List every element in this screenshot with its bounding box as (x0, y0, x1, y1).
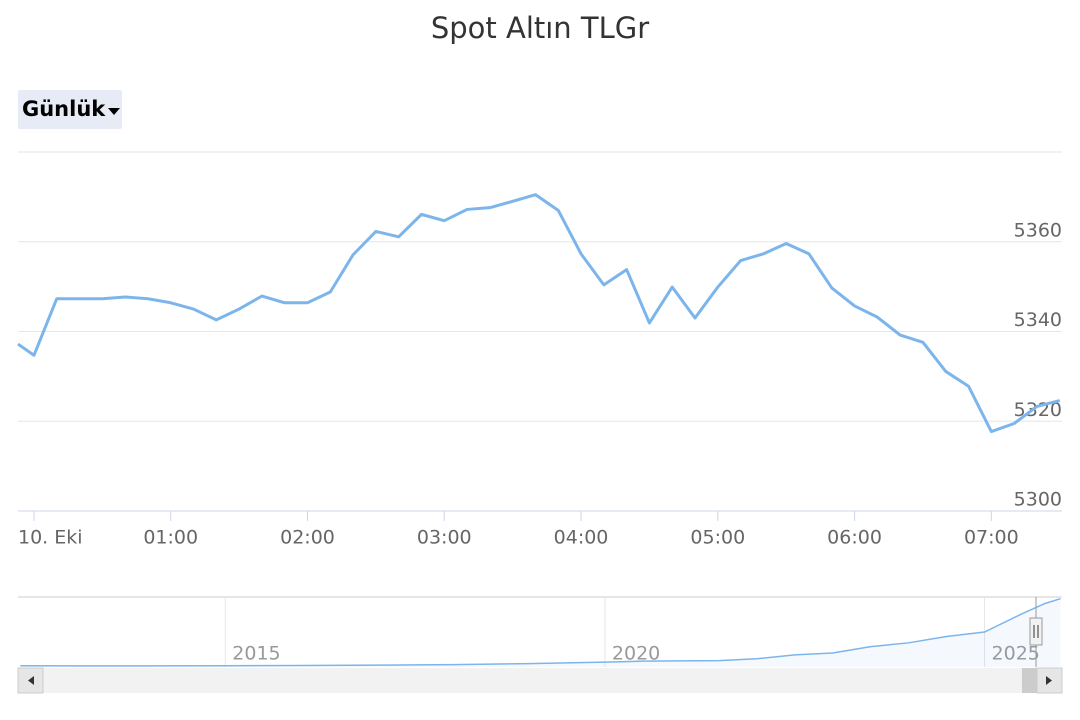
chart-title: Spot Altın TLGr (431, 11, 649, 45)
navigator-handle[interactable] (1029, 597, 1043, 667)
x-tick-label: 04:00 (554, 527, 609, 549)
scrollbar[interactable] (17, 667, 1063, 694)
y-tick-label: 5360 (1014, 219, 1062, 241)
navigator-line (20, 597, 1061, 667)
navigator-bg (18, 597, 1062, 667)
x-tick-label: 03:00 (417, 527, 472, 549)
navigator-tick-label: 2025 (992, 643, 1040, 665)
series-line (17, 193, 1061, 434)
scrollbar-track[interactable] (18, 668, 1062, 693)
arrow-right (1046, 676, 1052, 685)
navigator-tick-label: 2015 (232, 643, 280, 665)
navigator-tick-label: 2020 (612, 643, 660, 665)
arrow-left (28, 676, 34, 685)
handle[interactable] (1029, 617, 1043, 646)
navigator-area (20, 598, 1061, 667)
x-tick-label: 10. Eki (18, 527, 83, 549)
x-tick-label: 01:00 (143, 527, 198, 549)
x-tick-label: 02:00 (280, 527, 335, 549)
y-tick-label: 5340 (1014, 309, 1062, 331)
period-selector[interactable]: Günlük (18, 90, 122, 129)
y-tick-label: 5300 (1014, 489, 1062, 511)
scroll-thumb[interactable] (1022, 668, 1037, 693)
period-button[interactable] (18, 90, 122, 129)
period-label[interactable]: Günlük (22, 97, 106, 121)
dropdown-caret[interactable] (108, 108, 120, 115)
x-tick-label: 07:00 (964, 527, 1019, 549)
x-tick-label: 06:00 (827, 527, 882, 549)
x-tick-label: 05:00 (690, 527, 745, 549)
